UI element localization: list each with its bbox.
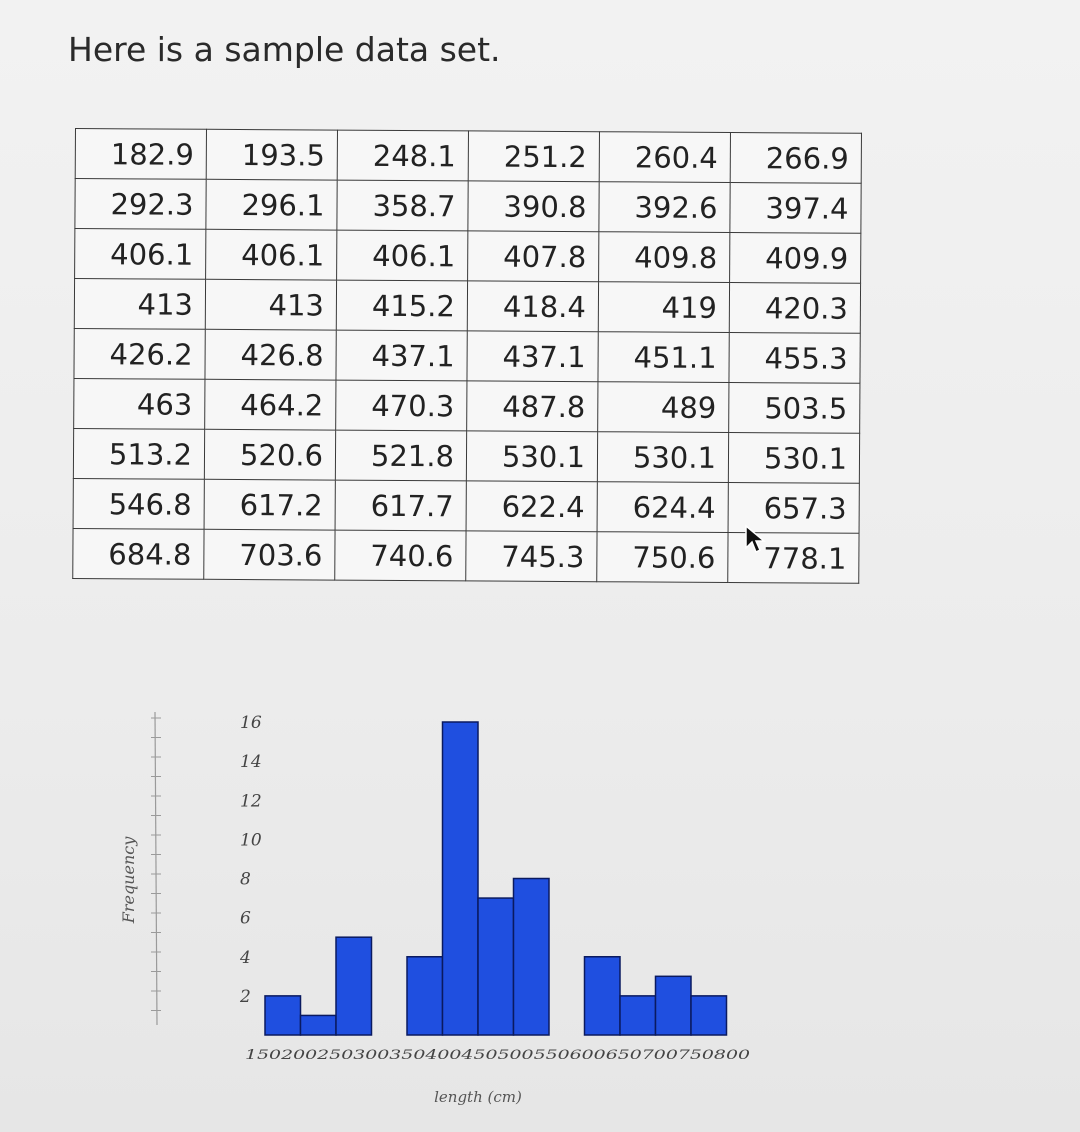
table-cell: 546.8	[73, 478, 205, 530]
histogram-bar	[441, 721, 479, 1036]
table-row: 426.2 426.8 437.1 437.1 451.1 455.3	[73, 328, 861, 384]
table-cell: 745.3	[465, 530, 598, 582]
ruler-line	[154, 711, 158, 1026]
histogram-bar	[406, 956, 444, 1036]
table-row: 463 464.2 470.3 487.8 489 503.5	[73, 378, 860, 434]
table-cell: 409.8	[598, 231, 730, 283]
table-cell: 392.6	[598, 181, 731, 233]
table-cell: 530.1	[597, 431, 729, 483]
y-tick-label: 10	[240, 830, 262, 850]
table-cell: 292.3	[74, 178, 207, 230]
table-cell: 406.1	[336, 230, 468, 281]
table-row: 182.9 193.5 248.1 251.2 260.4 266.9	[75, 128, 862, 184]
table-cell: 407.8	[467, 230, 599, 282]
x-tick-labels: 1502002503003504004505005506006507007508…	[245, 1048, 750, 1063]
table-cell: 426.2	[73, 328, 206, 380]
table-cell: 358.7	[336, 180, 469, 231]
histogram-bar	[619, 995, 657, 1036]
table-cell: 750.6	[596, 531, 729, 583]
histogram-bar	[299, 1014, 337, 1036]
data-table: 182.9 193.5 248.1 251.2 260.4 266.9 292.3 296.1…	[72, 128, 862, 584]
histogram-chart: Frequency 2 4 6 8 10 12 14 16 15020025030035040…	[119, 711, 750, 1106]
histogram-bar	[477, 897, 515, 1036]
table-cell: 489	[597, 381, 729, 433]
table-cell: 463	[73, 378, 205, 430]
table-cell: 406.1	[74, 228, 206, 280]
y-tick-label: 4	[239, 948, 251, 968]
table-cell: 418.4	[467, 280, 599, 332]
table-cell: 617.7	[335, 480, 467, 531]
histogram-bar	[264, 995, 302, 1036]
histogram-bar	[690, 995, 728, 1036]
table-cell: 437.1	[466, 330, 599, 382]
intro-text: Here is a sample data set.	[68, 30, 501, 69]
table-cell: 487.8	[466, 380, 598, 432]
table-row: 546.8 617.2 617.7 622.4 624.4 657.3	[73, 478, 860, 534]
table-cell: 415.2	[336, 280, 468, 331]
table-row: 413 413 415.2 418.4 419 420.3	[74, 278, 861, 334]
table-cell: 409.9	[729, 232, 861, 284]
y-tick-label: 16	[240, 713, 262, 733]
table-cell: 406.1	[205, 229, 337, 281]
table-cell: 622.4	[466, 480, 598, 532]
table-cell: 413	[205, 279, 337, 331]
y-axis-label: Frequency	[119, 836, 138, 925]
x-axis-label: length (cm)	[434, 1088, 522, 1106]
y-tick-label: 8	[240, 870, 251, 890]
table-cell: 413	[74, 278, 206, 330]
table-cell: 464.2	[204, 379, 336, 431]
table-cell: 521.8	[335, 430, 467, 481]
table-cell: 437.1	[335, 330, 468, 381]
data-table-body: 182.9 193.5 248.1 251.2 260.4 266.9 292.3 296.1…	[72, 128, 862, 584]
table-cell: 419	[598, 281, 730, 333]
table-row: 406.1 406.1 406.1 407.8 409.8 409.9	[74, 228, 861, 284]
table-cell: 397.4	[729, 182, 862, 234]
table-cell: 530.1	[728, 432, 860, 484]
table-cell: 266.9	[730, 132, 862, 184]
y-tick-label: 12	[240, 791, 262, 811]
table-cell: 470.3	[335, 380, 467, 431]
table-cell: 451.1	[597, 331, 730, 383]
histogram-bars	[264, 721, 728, 1036]
table-cell: 390.8	[467, 180, 600, 232]
y-axis-ruler	[151, 711, 161, 1026]
y-tick-label: 14	[240, 752, 262, 772]
histogram-bar	[654, 975, 692, 1036]
mouse-cursor-icon	[745, 524, 766, 554]
table-cell: 740.6	[334, 530, 467, 581]
table-row: 292.3 296.1 358.7 390.8 392.6 397.4	[74, 178, 862, 234]
table-cell: 503.5	[728, 382, 860, 434]
y-tick-label: 2	[239, 987, 251, 1007]
table-cell: 420.3	[729, 282, 861, 334]
table-row: 513.2 520.6 521.8 530.1 530.1 530.1	[73, 428, 860, 484]
table-cell: 530.1	[466, 430, 598, 482]
table-cell: 513.2	[73, 428, 205, 480]
table-cell: 520.6	[204, 429, 336, 481]
table-cell: 624.4	[597, 481, 729, 533]
table-cell: 455.3	[728, 332, 861, 384]
table-cell: 426.8	[204, 329, 337, 381]
y-tick-labels: 2 4 6 8 10 12 14 16	[239, 713, 262, 1007]
y-tick-label: 6	[240, 909, 251, 929]
table-cell: 193.5	[206, 129, 338, 181]
table-cell: 296.1	[205, 179, 338, 231]
table-cell: 617.2	[204, 479, 336, 531]
histogram-bar	[335, 936, 373, 1036]
table-cell: 260.4	[599, 131, 731, 183]
table-cell: 251.2	[468, 130, 600, 182]
table-cell: 703.6	[203, 529, 336, 581]
table-cell: 182.9	[75, 128, 207, 180]
histogram-bar	[512, 877, 550, 1036]
table-cell: 248.1	[337, 130, 469, 181]
table-row: 684.8 703.6 740.6 745.3 750.6 778.1	[72, 528, 860, 584]
histogram-bar	[583, 956, 621, 1036]
table-cell: 684.8	[72, 528, 205, 580]
